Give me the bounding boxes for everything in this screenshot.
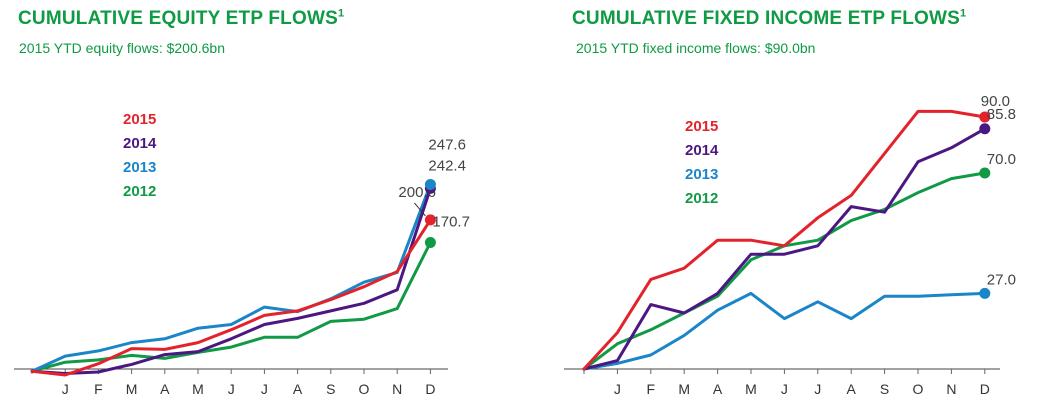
x-tick-label: J [814,381,821,397]
x-tick-label: J [614,381,621,397]
equity-flows-line-chart: J F M A M J J A S O N D200.6242.4247.6170.720152014… [14,111,470,397]
x-tick-label: M [126,381,138,397]
x-tick-label: A [160,381,170,397]
series-end-value-label: 90.0 [981,93,1010,110]
value-leader-line [414,202,426,217]
legend-item-2013: 2013 [685,166,718,183]
x-tick-label: A [713,381,723,397]
x-tick-label: F [647,381,656,397]
series-end-marker-2015 [424,214,436,226]
series-line-2012 [30,241,432,373]
series-end-marker-2012 [979,167,991,179]
series-end-marker-2013 [979,287,991,299]
series-end-value-label: 27.0 [987,271,1016,288]
x-tick-label: D [980,381,990,397]
fixed-income-chart-panel: CUMULATIVE FIXED INCOME ETP FLOWS1 2015 … [520,0,1040,410]
series-line-2015 [30,218,432,377]
x-tick-label: M [745,381,757,397]
x-tick-label: S [326,381,335,397]
legend-item-2013: 2013 [123,159,156,176]
x-tick-label: O [359,381,370,397]
x-tick-label: J [261,381,268,397]
legend-item-2014: 2014 [685,142,719,159]
series-end-value-label: 170.7 [432,213,470,230]
legend-item-2012: 2012 [123,183,156,200]
x-tick-label: J [62,381,69,397]
x-tick-label: M [678,381,690,397]
x-tick-label: J [781,381,788,397]
series-end-marker-2014 [979,123,991,135]
x-tick-label: N [392,381,402,397]
fixed-income-flows-line-chart: J F M A M J J A S O N D 90.085.8 27.0 70.0 2015 2014 2013… [564,93,1016,397]
legend-item-2015: 2015 [123,111,156,128]
series-line-2012 [582,171,987,371]
x-tick-label: D [425,381,435,397]
x-tick-label: A [293,381,303,397]
x-tick-label: N [946,381,956,397]
series-end-marker-2013 [424,178,436,190]
series-line-2015 [582,109,987,371]
chart-subtitle: 2015 YTD fixed income flows: $90.0bn [576,40,816,56]
legend-item-2015: 2015 [685,118,718,135]
series-end-marker-2012 [424,236,436,248]
series-end-value-label: 247.6 [428,136,466,153]
x-tick-label: S [880,381,889,397]
x-tick-label: A [847,381,857,397]
series-end-value-label: 70.0 [987,151,1016,168]
legend-item-2012: 2012 [685,190,718,207]
series-end-marker-2015 [979,111,991,123]
chart-title: CUMULATIVE FIXED INCOME ETP FLOWS1 [572,7,967,29]
legend-item-2014: 2014 [123,135,157,152]
series-line-2014 [30,186,432,375]
x-tick-label: M [192,381,204,397]
series-line-2013 [582,291,987,371]
x-tick-label: F [94,381,103,397]
chart-subtitle: 2015 YTD equity flows: $200.6bn [19,40,225,56]
chart-title: CUMULATIVE EQUITY ETP FLOWS1 [18,7,345,29]
x-tick-label: O [913,381,924,397]
series-line-2013 [30,182,432,373]
series-line-2014 [582,127,987,371]
x-tick-label: J [228,381,235,397]
equity-chart-panel: CUMULATIVE EQUITY ETP FLOWS1 2015 YTD eq… [14,7,470,397]
series-end-value-label: 85.8 [987,106,1016,123]
series-end-value-label: 242.4 [428,157,466,174]
